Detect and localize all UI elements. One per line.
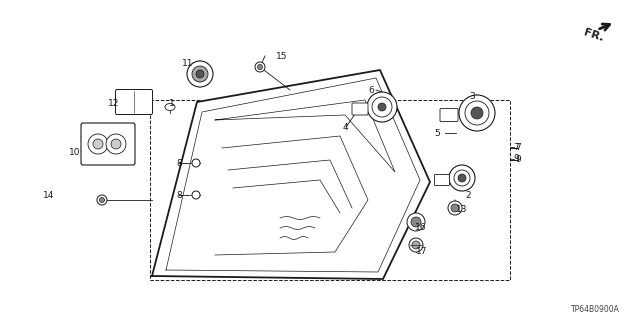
- Circle shape: [459, 95, 495, 131]
- Circle shape: [192, 159, 200, 167]
- Circle shape: [196, 70, 204, 78]
- Circle shape: [99, 197, 104, 203]
- Circle shape: [111, 139, 121, 149]
- Polygon shape: [152, 70, 430, 279]
- FancyBboxPatch shape: [81, 123, 135, 165]
- Circle shape: [255, 62, 265, 72]
- Text: TP64B0900A: TP64B0900A: [571, 306, 620, 315]
- Circle shape: [458, 174, 466, 182]
- Circle shape: [471, 107, 483, 119]
- Circle shape: [465, 101, 489, 125]
- Circle shape: [412, 241, 420, 249]
- Text: 4: 4: [342, 123, 348, 132]
- Text: 9: 9: [515, 155, 521, 164]
- Circle shape: [372, 97, 392, 117]
- Circle shape: [93, 139, 103, 149]
- Text: 8: 8: [176, 158, 182, 167]
- Circle shape: [409, 238, 423, 252]
- Text: 8: 8: [176, 190, 182, 199]
- Text: 2: 2: [465, 190, 471, 199]
- Text: 16: 16: [415, 223, 427, 233]
- Text: 9: 9: [513, 154, 519, 163]
- Text: 15: 15: [276, 52, 288, 60]
- Text: 12: 12: [108, 99, 120, 108]
- Circle shape: [451, 204, 459, 212]
- Circle shape: [97, 195, 107, 205]
- Text: 7: 7: [515, 142, 521, 151]
- Text: 13: 13: [456, 205, 468, 214]
- FancyBboxPatch shape: [435, 174, 449, 186]
- Circle shape: [106, 134, 126, 154]
- Text: 11: 11: [182, 59, 194, 68]
- Circle shape: [454, 170, 470, 186]
- Circle shape: [192, 191, 200, 199]
- Text: 17: 17: [416, 247, 428, 257]
- Text: 10: 10: [69, 148, 81, 156]
- Circle shape: [88, 134, 108, 154]
- Circle shape: [257, 65, 262, 69]
- Text: 7: 7: [513, 142, 519, 151]
- Ellipse shape: [165, 103, 175, 110]
- Circle shape: [192, 66, 208, 82]
- Text: 5: 5: [434, 129, 440, 138]
- FancyBboxPatch shape: [352, 103, 368, 115]
- Circle shape: [449, 165, 475, 191]
- Text: 6: 6: [368, 85, 374, 94]
- Circle shape: [187, 61, 213, 87]
- Circle shape: [407, 213, 425, 231]
- FancyBboxPatch shape: [115, 90, 152, 115]
- Text: 14: 14: [44, 191, 54, 201]
- Circle shape: [448, 201, 462, 215]
- FancyBboxPatch shape: [440, 108, 458, 122]
- Text: 3: 3: [469, 92, 475, 100]
- Circle shape: [378, 103, 386, 111]
- Text: 1: 1: [169, 99, 175, 108]
- Text: FR.: FR.: [582, 27, 605, 43]
- Circle shape: [367, 92, 397, 122]
- Circle shape: [411, 217, 421, 227]
